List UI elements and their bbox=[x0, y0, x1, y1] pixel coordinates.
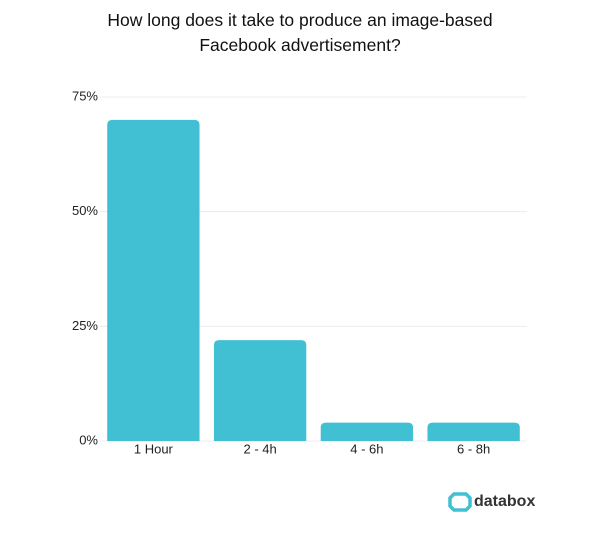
y-tick-label: 50% bbox=[72, 203, 98, 218]
x-tick-label: 1 Hour bbox=[134, 441, 174, 456]
bar bbox=[107, 119, 200, 441]
bar bbox=[320, 422, 414, 441]
x-tick-label: 2 - 4h bbox=[244, 441, 277, 456]
y-tick-label: 0% bbox=[79, 432, 98, 447]
y-tick-label: 75% bbox=[72, 88, 98, 103]
logo-icon bbox=[448, 492, 472, 512]
x-tick-label: 6 - 8h bbox=[457, 441, 490, 456]
brand-name: databox bbox=[474, 493, 535, 510]
x-tick-label: 4 - 6h bbox=[350, 441, 383, 456]
y-tick-label: 25% bbox=[72, 318, 98, 333]
bar bbox=[427, 422, 520, 441]
chart-title: How long does it take to produce an imag… bbox=[107, 10, 493, 55]
bar bbox=[213, 340, 307, 441]
